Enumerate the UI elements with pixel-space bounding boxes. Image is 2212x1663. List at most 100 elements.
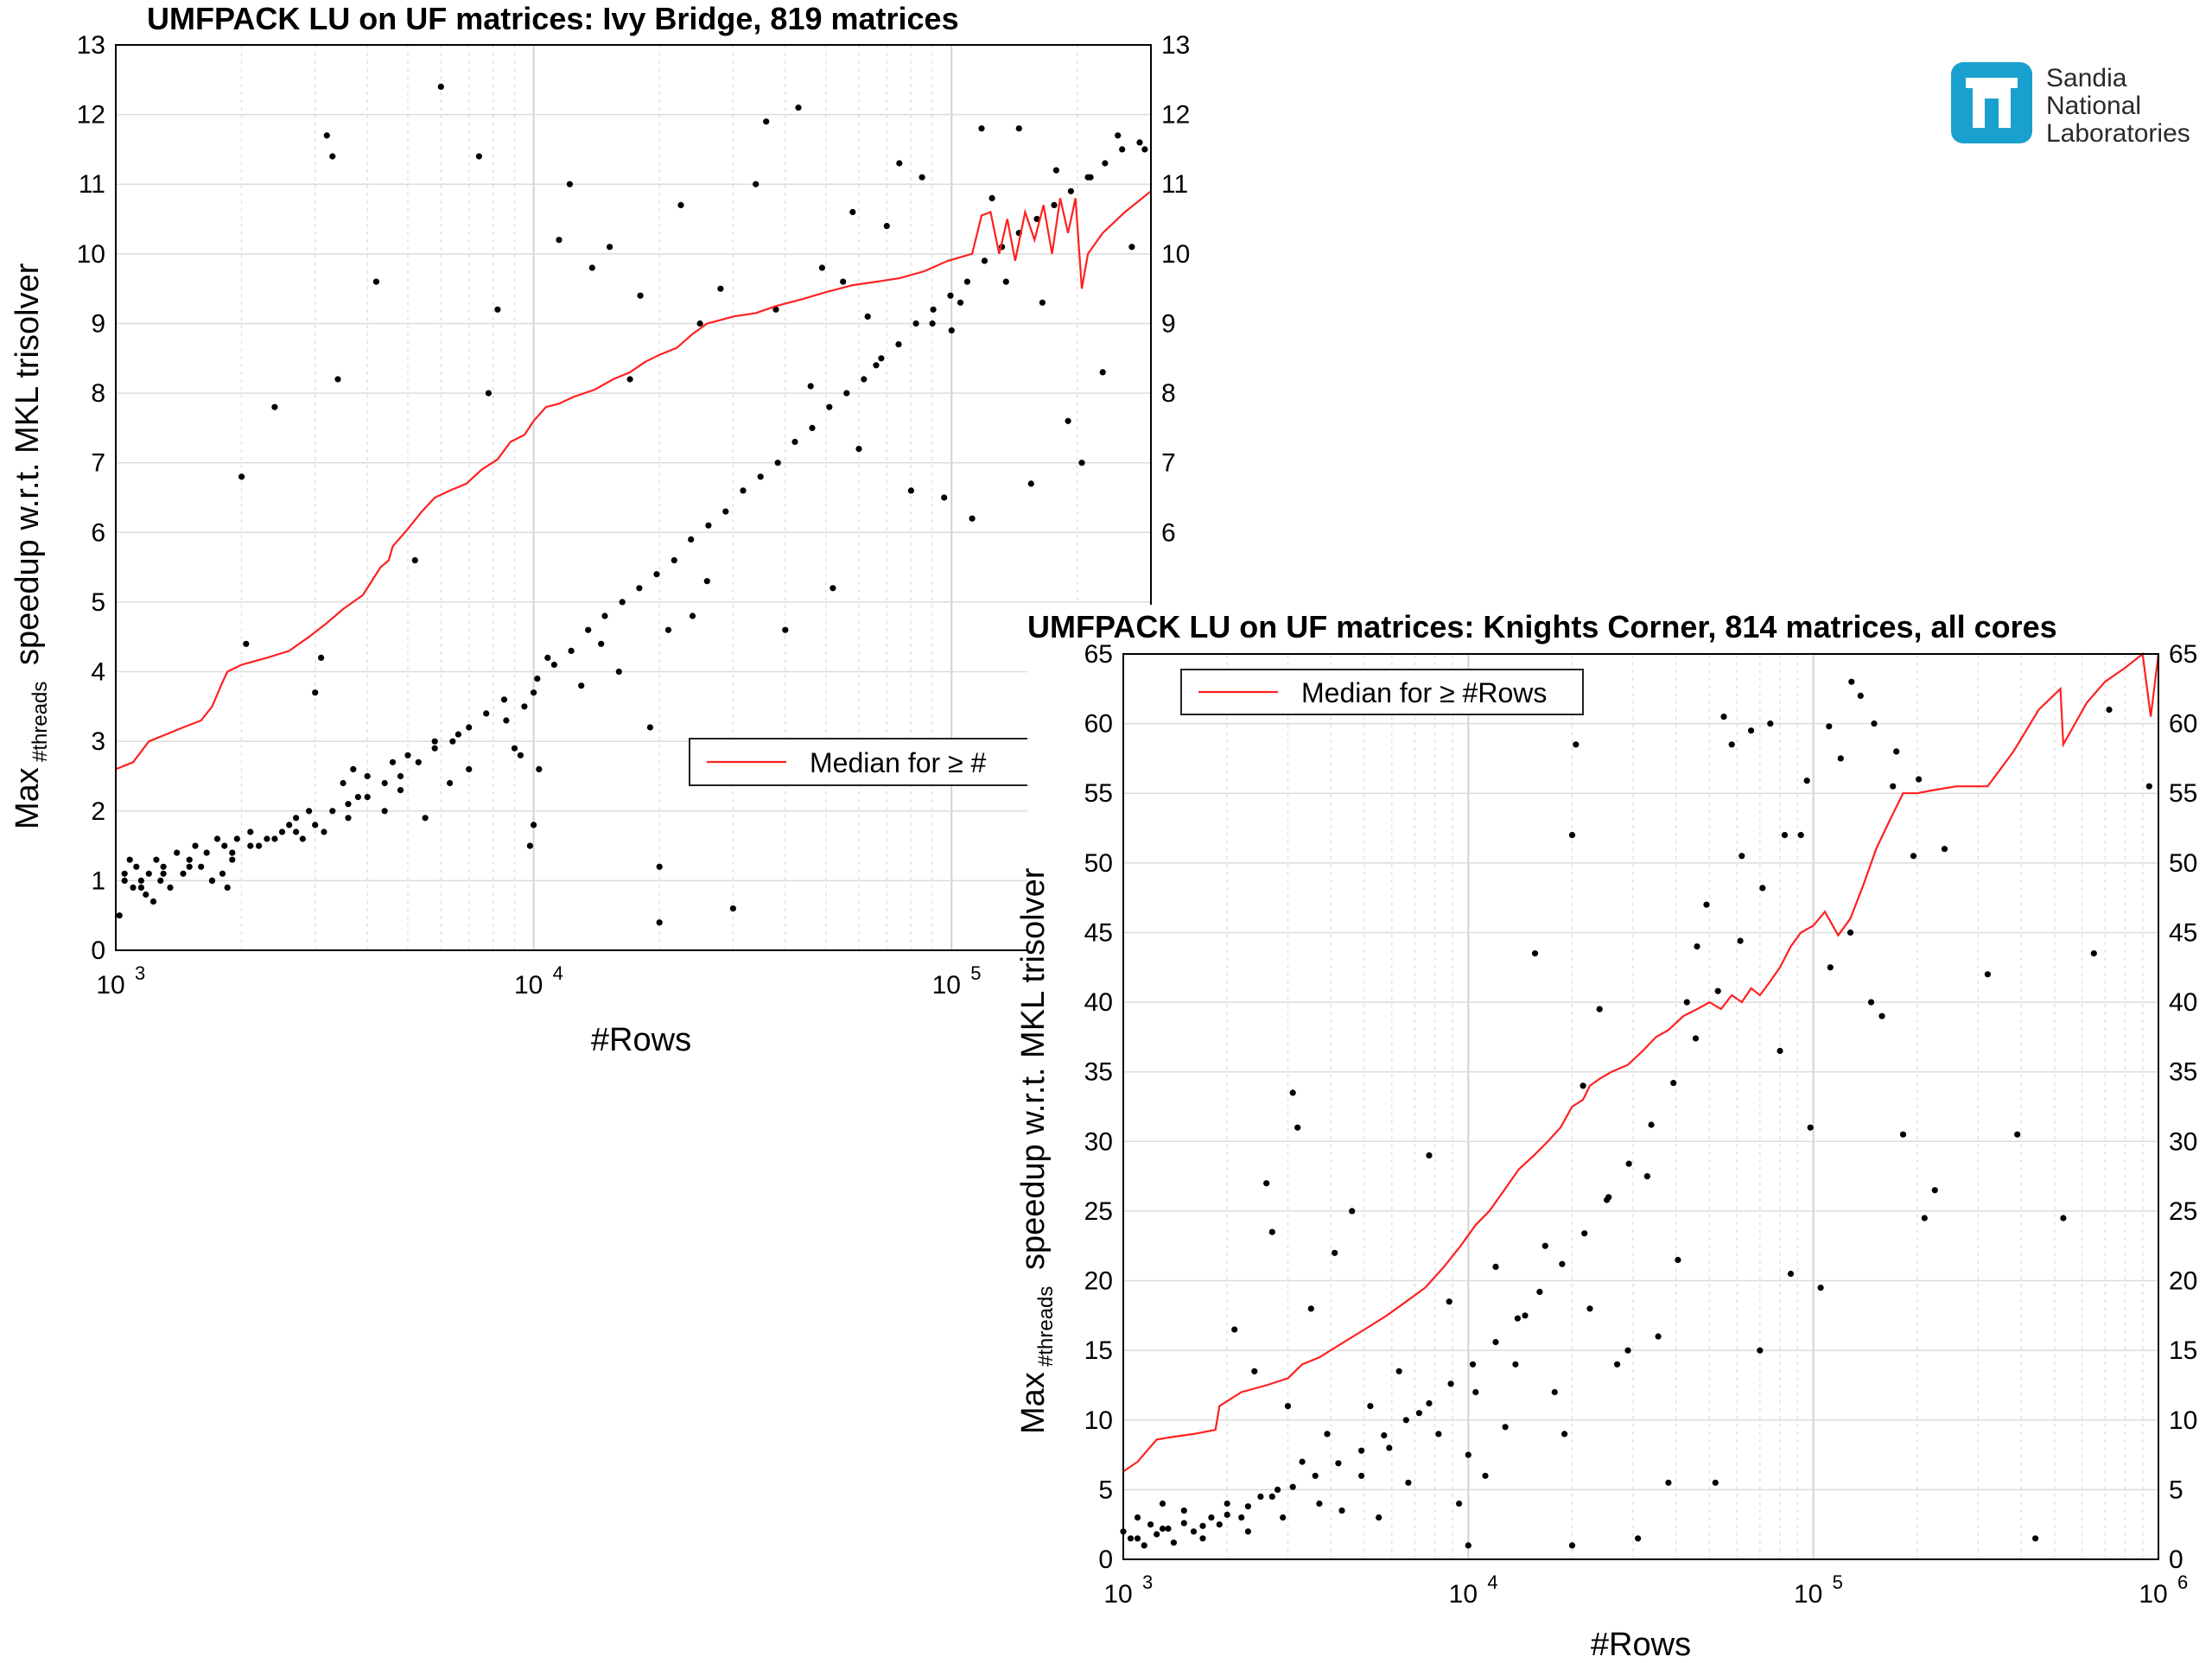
data-point [1931,1187,1938,1194]
data-point [1692,1035,1700,1042]
data-point [1714,987,1721,994]
data-point [243,640,250,647]
data-point [271,403,278,410]
data-point [689,613,696,619]
legend-label: Median for ≥ #Rows [1301,677,1547,708]
data-point [500,696,508,703]
data-point [664,626,672,633]
data-point [550,661,558,669]
data-point [137,877,144,885]
data-point [198,863,205,870]
data-point [1376,1514,1382,1521]
y-tick-label-right: 6 [1161,518,1176,547]
data-point [1316,1500,1323,1507]
data-point [213,835,221,842]
data-point [795,105,802,111]
data-point [1154,1531,1160,1538]
data-point [1147,1521,1154,1528]
data-point [1015,125,1022,132]
data-point [1871,720,1878,727]
data-point [153,856,160,863]
data-point [578,682,585,689]
data-point [864,313,871,320]
scatter-points [1120,678,2152,1549]
data-point [1581,1230,1588,1237]
data-point [219,870,226,877]
data-point [1238,1514,1245,1521]
y-tick-label-right: 50 [2169,849,2197,878]
data-point [1857,692,1864,700]
data-point [2032,1535,2039,1542]
data-point [1395,1368,1402,1374]
data-point [364,772,371,780]
y-tick-label-left: 65 [1084,640,1113,669]
data-point [1127,1535,1135,1542]
data-point [1803,778,1810,784]
data-point [1426,1152,1433,1158]
data-point [186,863,193,870]
y-tick-label-left: 5 [1098,1476,1113,1504]
data-point [988,194,995,201]
y-tick-label-right: 30 [2169,1127,2197,1156]
data-point [1614,1361,1621,1368]
data-point [895,341,902,348]
legend: Median for ≥ # [689,738,1053,786]
data-point [1568,832,1576,839]
y-axis-label: Max #threads speedup w.r.t. MKL trisolve… [10,263,52,829]
data-point [397,772,404,780]
x-tick-label: 10 [514,971,543,1000]
x-tick-labels: 10 3 10 4 10 5 [96,962,981,1000]
y-tick-label-right: 0 [2169,1546,2183,1574]
data-point [1274,1486,1281,1493]
data-point [568,647,575,655]
y-tick-label-left: 25 [1084,1197,1113,1226]
data-point [753,181,760,187]
data-point [1624,1347,1631,1354]
data-point [601,613,608,619]
data-point [1263,1180,1270,1187]
grid [115,44,1152,951]
data-point [626,376,633,383]
data-point [1134,1514,1141,1521]
data-point [1190,1528,1198,1535]
data-point [1899,1131,1907,1138]
y-tick-label-left: 6 [91,518,105,547]
data-point [1289,1089,1296,1096]
plot-frame [1122,653,2159,1560]
data-point [221,842,228,849]
data-point [722,508,729,515]
y-tick-label-right: 60 [2169,710,2197,739]
data-point [1514,1315,1521,1322]
y-tick-label-left: 11 [79,170,105,199]
data-point [1405,1479,1412,1486]
data-point [1199,1535,1206,1542]
data-point [1078,460,1085,467]
data-point [2145,783,2152,790]
x-tick-label: 10 [1794,1580,1822,1609]
legend: Median for ≥ #Rows [1180,669,1584,715]
data-point [774,460,781,467]
data-point [1065,417,1071,424]
data-point [1893,748,1900,755]
x-tick-exponent: 5 [1833,1571,1843,1593]
y-axis-label-suffix: speedup w.r.t. MKL trisolver [1015,867,1052,1270]
data-point [229,849,236,856]
data-point [705,522,712,529]
y-axis-label-prefix: Max [10,767,46,829]
data-point [757,473,764,480]
data-point [1312,1472,1319,1479]
data-point [1551,1388,1558,1396]
data-point [224,884,231,891]
data-point [1067,187,1074,194]
data-point [1827,964,1834,971]
data-point [1559,1260,1566,1267]
data-point [323,132,330,139]
x-tick-exponent: 3 [135,962,145,984]
data-point [1625,1160,1632,1167]
scatter-points [116,83,1148,926]
data-point [818,264,826,271]
x-tick-label: 10 [1103,1580,1132,1609]
data-point [431,738,438,745]
